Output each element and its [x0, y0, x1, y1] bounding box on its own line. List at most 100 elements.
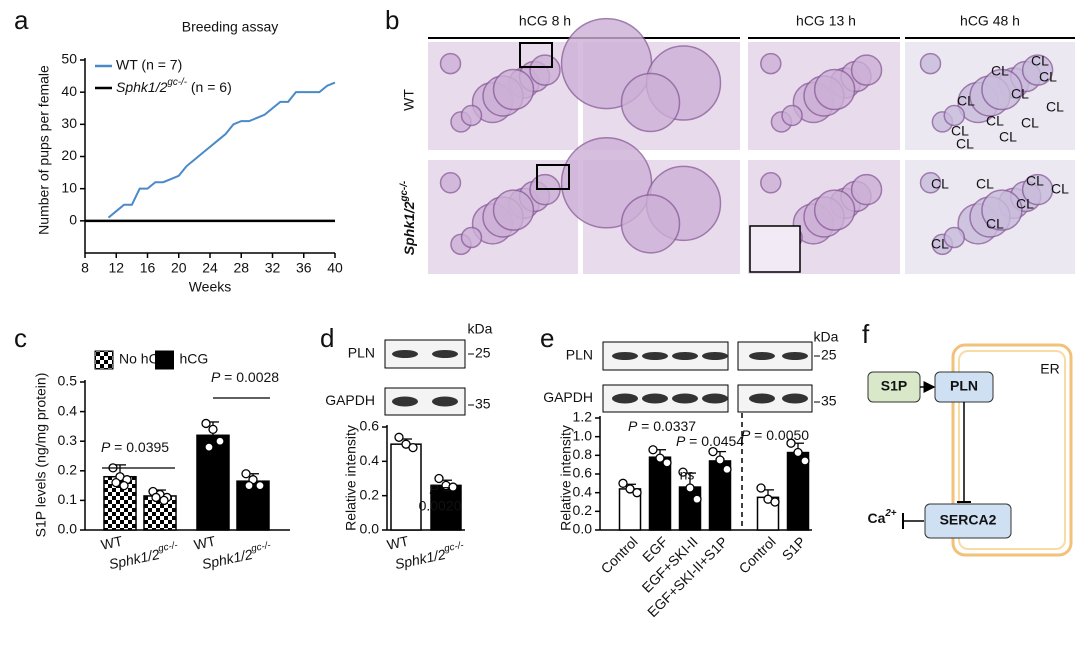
y-tick-label: 0.3 — [58, 432, 78, 448]
annotation: P = 0.0337 — [628, 418, 696, 434]
y-tick-label: 40 — [61, 83, 77, 99]
marker-label: 35 — [821, 393, 837, 409]
bar — [390, 443, 422, 531]
cl-label: CL — [931, 176, 949, 192]
x-tick-label: S1P — [779, 533, 809, 563]
data-point — [708, 446, 718, 457]
y-tick-label: 0.5 — [58, 373, 78, 389]
cl-label: CL — [1016, 196, 1034, 212]
data-point — [208, 424, 218, 435]
data-point — [448, 482, 458, 492]
y-tick-label: 0 — [69, 212, 77, 228]
follicle — [850, 54, 883, 86]
legend-label: hCG — [180, 351, 209, 367]
y-tick-label: 0.6 — [360, 418, 380, 434]
follicle — [620, 72, 681, 133]
y-axis-label: S1P levels (ng/mg protein) — [33, 373, 49, 538]
data-point — [618, 478, 628, 488]
data-point — [793, 447, 803, 458]
band — [672, 352, 698, 360]
x-tick-label: 20 — [171, 260, 187, 276]
marker-label: 35 — [475, 396, 491, 412]
band — [749, 352, 775, 360]
follicle — [813, 189, 856, 231]
data-point — [255, 480, 265, 491]
marker-unit: kDa — [814, 329, 839, 345]
inset — [749, 225, 801, 273]
follicle — [760, 52, 782, 75]
panel-label: d — [320, 323, 334, 353]
y-tick-label: 0.0 — [360, 521, 380, 537]
follicle — [919, 52, 942, 75]
bar — [648, 456, 672, 531]
chart-title: Breeding assay — [182, 19, 279, 35]
blot-label: GAPDH — [325, 392, 375, 408]
marker-label: 25 — [475, 345, 491, 361]
band — [782, 352, 808, 360]
cl-label: CL — [1021, 115, 1039, 131]
marker-unit: kDa — [468, 321, 493, 337]
band — [672, 393, 698, 404]
x-tick-label: Control — [598, 533, 641, 576]
data-point — [655, 453, 665, 463]
annotation: 0.0020 — [419, 498, 462, 514]
er-membrane — [951, 343, 1073, 557]
data-point — [215, 436, 225, 446]
follicle — [981, 68, 1023, 111]
band — [612, 352, 638, 360]
data-point — [756, 483, 766, 493]
follicle — [1021, 54, 1054, 86]
x-tick-label: 40 — [327, 260, 343, 276]
band — [392, 396, 418, 407]
data-point — [625, 484, 635, 494]
panel-label: f — [862, 319, 870, 349]
follicle — [981, 189, 1023, 231]
data-point — [692, 494, 702, 504]
data-point — [632, 488, 642, 498]
follicle — [439, 52, 462, 75]
x-tick-label: WT — [385, 533, 410, 553]
zoom-box — [519, 42, 553, 68]
band — [392, 350, 418, 358]
data-point — [394, 432, 404, 442]
cl-label: CL — [951, 123, 969, 139]
column-header: hCG 8 h — [519, 13, 571, 29]
column-header: hCG 13 h — [796, 13, 856, 29]
blot-label: GAPDH — [543, 389, 593, 405]
legend-swatch — [155, 350, 174, 370]
y-tick-label: 0.2 — [360, 486, 380, 502]
diagram-node: SERCA2 — [940, 512, 997, 528]
band — [432, 350, 458, 358]
diagram-node: S1P — [881, 378, 907, 394]
annotation: P = 0.0028 — [211, 369, 279, 385]
data-point — [662, 458, 672, 468]
cl-label: CL — [931, 236, 949, 252]
y-tick-label: 0.0 — [58, 521, 78, 537]
y-axis-label: Relative intensity — [343, 425, 359, 531]
follicle — [943, 104, 966, 127]
panel-label: e — [540, 323, 554, 353]
y-tick-label: 1.0 — [573, 427, 593, 443]
row-label: Sphk1/2gc-/- — [399, 181, 417, 255]
data-point — [244, 480, 254, 491]
follicle — [439, 172, 462, 194]
band — [782, 393, 808, 404]
y-tick-label: 0.2 — [573, 502, 593, 518]
band — [612, 393, 638, 404]
blot-label: PLN — [566, 347, 593, 363]
data-point — [408, 442, 418, 453]
line-series — [107, 81, 336, 219]
x-tick-label: 16 — [140, 260, 156, 276]
data-point — [111, 477, 121, 488]
follicle — [620, 194, 681, 254]
cl-label: CL — [1046, 99, 1064, 115]
follicle — [813, 68, 856, 111]
serca2-box — [924, 503, 1012, 539]
y-tick-label: 10 — [61, 179, 77, 195]
blot-label: PLN — [348, 345, 375, 361]
annotation: P = 0.0454 — [676, 433, 744, 449]
cl-label: CL — [956, 136, 974, 152]
x-tick-label: 36 — [296, 260, 312, 276]
x-tick-label: 32 — [265, 260, 281, 276]
